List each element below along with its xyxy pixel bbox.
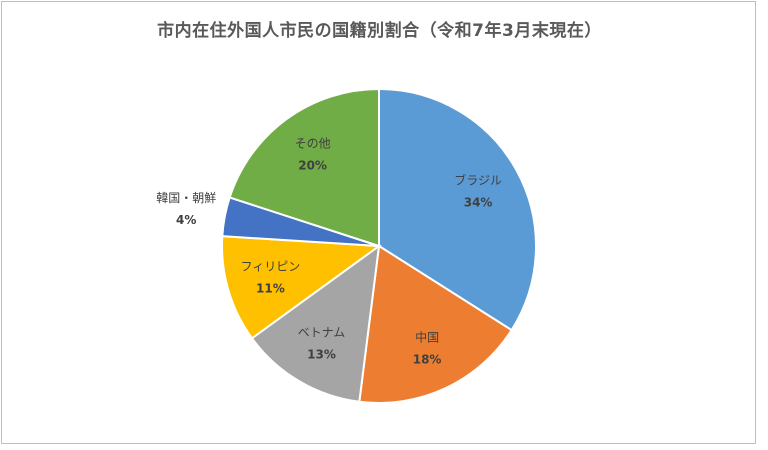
slice-label-other: その他 [295, 137, 331, 151]
slice-value-vietnam: 13% [307, 347, 336, 361]
slice-label-philippines: フィリピン [241, 260, 301, 274]
slice-label-brazil: ブラジル [454, 173, 502, 188]
slice-label-korea: 韓国・朝鮮 [156, 191, 216, 205]
slice-value-korea: 4% [176, 213, 196, 227]
slice-value-brazil: 34% [464, 196, 493, 210]
pie-slice-other [228, 87, 380, 248]
slice-value-china: 18% [413, 352, 442, 366]
slice-value-other: 20% [298, 159, 327, 173]
chart-title: 市内在住外国人市民の国籍別割合（令和7年3月末現在） [157, 21, 602, 41]
pie-slice-vietnam [250, 243, 381, 403]
slice-label-china: 中国 [415, 329, 439, 344]
slice-value-philippines: 11% [256, 282, 285, 296]
slice-label-vietnam: ベトナム [298, 325, 346, 339]
pie-slice-philippines [221, 235, 382, 340]
pie-slice-china [358, 244, 513, 404]
